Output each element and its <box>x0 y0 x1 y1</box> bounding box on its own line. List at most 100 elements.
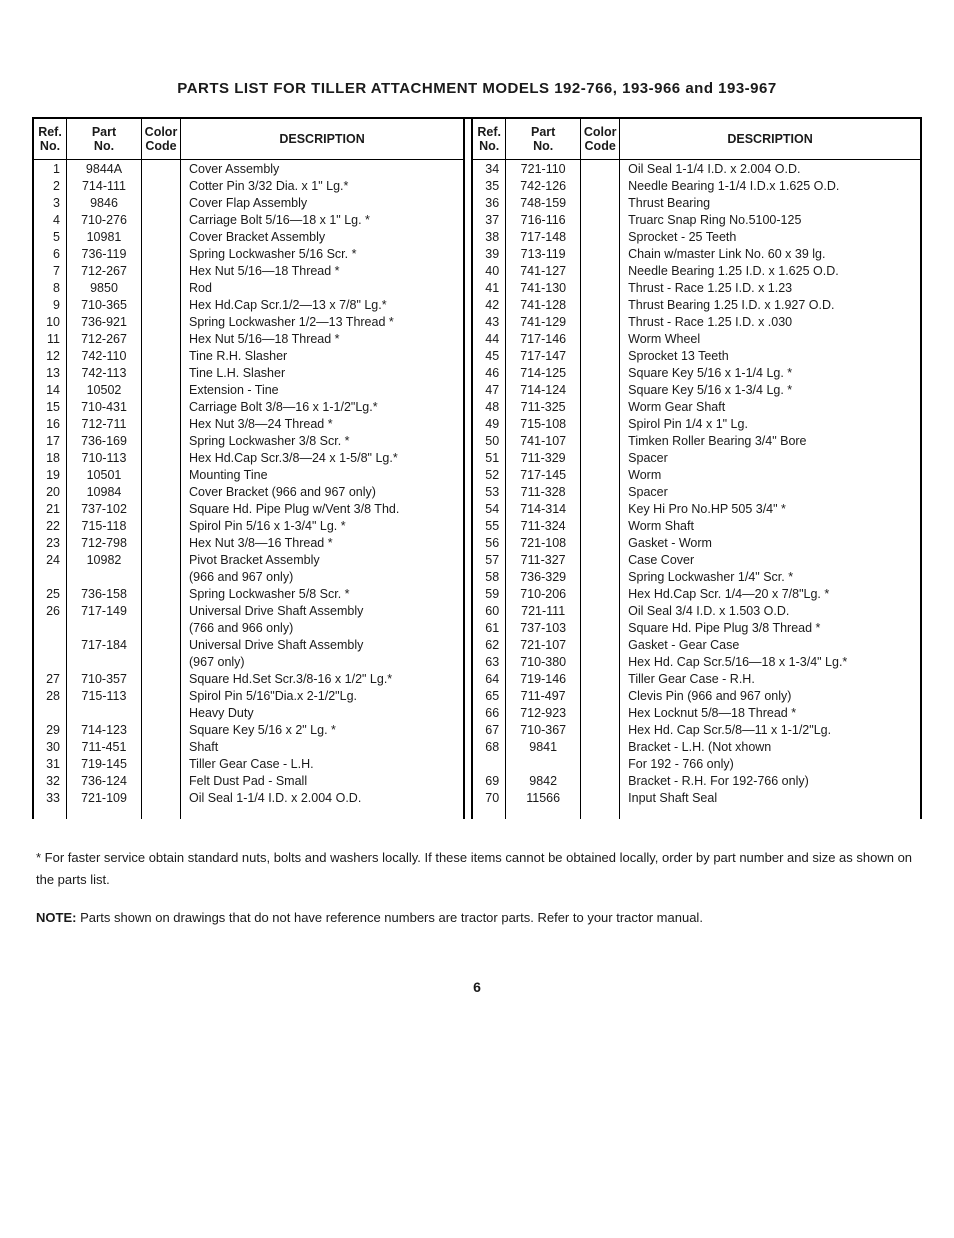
cell-ref: 23 <box>33 534 67 551</box>
table-row: Heavy Duty <box>33 704 464 721</box>
cell-ref: 30 <box>33 738 67 755</box>
cell-ref: 44 <box>472 330 506 347</box>
cell-color <box>142 466 181 483</box>
cell-color <box>142 398 181 415</box>
cell-color <box>142 347 181 364</box>
cell-part: 741-129 <box>506 313 581 330</box>
cell-desc: Oil Seal 1-1/4 I.D. x 2.004 O.D. <box>620 160 921 178</box>
table-row: 22715-118Spirol Pin 5/16 x 1-3/4" Lg. * <box>33 517 464 534</box>
table-row: 41741-130Thrust - Race 1.25 I.D. x 1.23 <box>472 279 921 296</box>
cell-ref: 54 <box>472 500 506 517</box>
cell-ref: 8 <box>33 279 67 296</box>
cell-desc: Needle Bearing 1-1/4 I.D.x 1.625 O.D. <box>620 177 921 194</box>
table-row: 15710-431Carriage Bolt 3/8—16 x 1-1/2"Lg… <box>33 398 464 415</box>
footnotes: * For faster service obtain standard nut… <box>32 847 922 929</box>
table-row: 39713-119Chain w/master Link No. 60 x 39… <box>472 245 921 262</box>
cell-desc: Key Hi Pro No.HP 505 3/4" * <box>620 500 921 517</box>
cell-color <box>581 687 620 704</box>
cell-color <box>142 789 181 806</box>
table-row: 17736-169Spring Lockwasher 3/8 Scr. * <box>33 432 464 449</box>
cell-part: 714-125 <box>506 364 581 381</box>
cell-ref: 4 <box>33 211 67 228</box>
cell-ref: 61 <box>472 619 506 636</box>
cell-ref: 6 <box>33 245 67 262</box>
cell-color <box>581 313 620 330</box>
table-row: 53711-328Spacer <box>472 483 921 500</box>
cell-desc: Spirol Pin 5/16"Dia.x 2-1/2"Lg. <box>181 687 465 704</box>
cell-color <box>581 449 620 466</box>
cell-color <box>581 466 620 483</box>
cell-desc: Hex Hd. Cap Scr.5/16—18 x 1-3/4" Lg.* <box>620 653 921 670</box>
cell-desc: (766 and 966 only) <box>181 619 465 636</box>
table-row: (966 and 967 only) <box>33 568 464 585</box>
table-row: For 192 - 766 only) <box>472 755 921 772</box>
cell-desc: Worm Gear Shaft <box>620 398 921 415</box>
cell-part: 711-497 <box>506 687 581 704</box>
cell-ref <box>33 619 67 636</box>
table-row: 66712-923Hex Locknut 5/8—18 Thread * <box>472 704 921 721</box>
cell-ref: 38 <box>472 228 506 245</box>
cell-color <box>581 670 620 687</box>
cell-desc: For 192 - 766 only) <box>620 755 921 772</box>
cell-part: 715-118 <box>67 517 142 534</box>
cell-color <box>581 636 620 653</box>
cell-part: 712-267 <box>67 262 142 279</box>
table-row: 42741-128Thrust Bearing 1.25 I.D. x 1.92… <box>472 296 921 313</box>
cell-part: 711-325 <box>506 398 581 415</box>
cell-part: 11566 <box>506 789 581 806</box>
cell-color <box>142 194 181 211</box>
table-row: 51711-329Spacer <box>472 449 921 466</box>
cell-color <box>142 364 181 381</box>
cell-part: 741-107 <box>506 432 581 449</box>
cell-part: 714-123 <box>67 721 142 738</box>
table-row: 47714-124Square Key 5/16 x 1-3/4 Lg. * <box>472 381 921 398</box>
cell-part: 713-119 <box>506 245 581 262</box>
cell-color <box>142 738 181 755</box>
cell-color <box>581 160 620 178</box>
cell-part: 737-102 <box>67 500 142 517</box>
cell-ref: 35 <box>472 177 506 194</box>
cell-color <box>581 364 620 381</box>
cell-desc: Sprocket - 25 Teeth <box>620 228 921 245</box>
cell-part: 717-145 <box>506 466 581 483</box>
cell-color <box>142 245 181 262</box>
cell-color <box>142 211 181 228</box>
cell-color <box>581 704 620 721</box>
cell-part <box>67 704 142 721</box>
cell-ref: 58 <box>472 568 506 585</box>
cell-color <box>581 296 620 313</box>
cell-color <box>142 721 181 738</box>
cell-part: 712-923 <box>506 704 581 721</box>
cell-ref: 2 <box>33 177 67 194</box>
cell-desc: Bracket - R.H. For 192-766 only) <box>620 772 921 789</box>
cell-part: 712-267 <box>67 330 142 347</box>
cell-part: 721-107 <box>506 636 581 653</box>
cell-ref: 43 <box>472 313 506 330</box>
note-body: Parts shown on drawings that do not have… <box>76 910 702 925</box>
table-row: 54714-314Key Hi Pro No.HP 505 3/4" * <box>472 500 921 517</box>
cell-part: 710-357 <box>67 670 142 687</box>
cell-desc: Shaft <box>181 738 465 755</box>
table-row: 699842Bracket - R.H. For 192-766 only) <box>472 772 921 789</box>
page-title: PARTS LIST FOR TILLER ATTACHMENT MODELS … <box>32 80 922 97</box>
cell-color <box>142 500 181 517</box>
cell-part: 9850 <box>67 279 142 296</box>
cell-ref: 45 <box>472 347 506 364</box>
cell-ref: 17 <box>33 432 67 449</box>
cell-desc: Truarc Snap Ring No.5100-125 <box>620 211 921 228</box>
cell-color <box>581 347 620 364</box>
cell-desc: Square Hd.Set Scr.3/8-16 x 1/2" Lg.* <box>181 670 465 687</box>
cell-ref: 56 <box>472 534 506 551</box>
table-row: 50741-107Timken Roller Bearing 3/4" Bore <box>472 432 921 449</box>
cell-ref: 16 <box>33 415 67 432</box>
cell-ref: 37 <box>472 211 506 228</box>
pad-row <box>472 806 921 819</box>
table-row: 7011566 Input Shaft Seal <box>472 789 921 806</box>
table-row: (766 and 966 only) <box>33 619 464 636</box>
table-row: 28715-113Spirol Pin 5/16"Dia.x 2-1/2"Lg. <box>33 687 464 704</box>
cell-ref: 70 <box>472 789 506 806</box>
cell-desc: Input Shaft Seal <box>620 789 921 806</box>
cell-color <box>581 177 620 194</box>
table-row: 57711-327Case Cover <box>472 551 921 568</box>
cell-part: 9846 <box>67 194 142 211</box>
